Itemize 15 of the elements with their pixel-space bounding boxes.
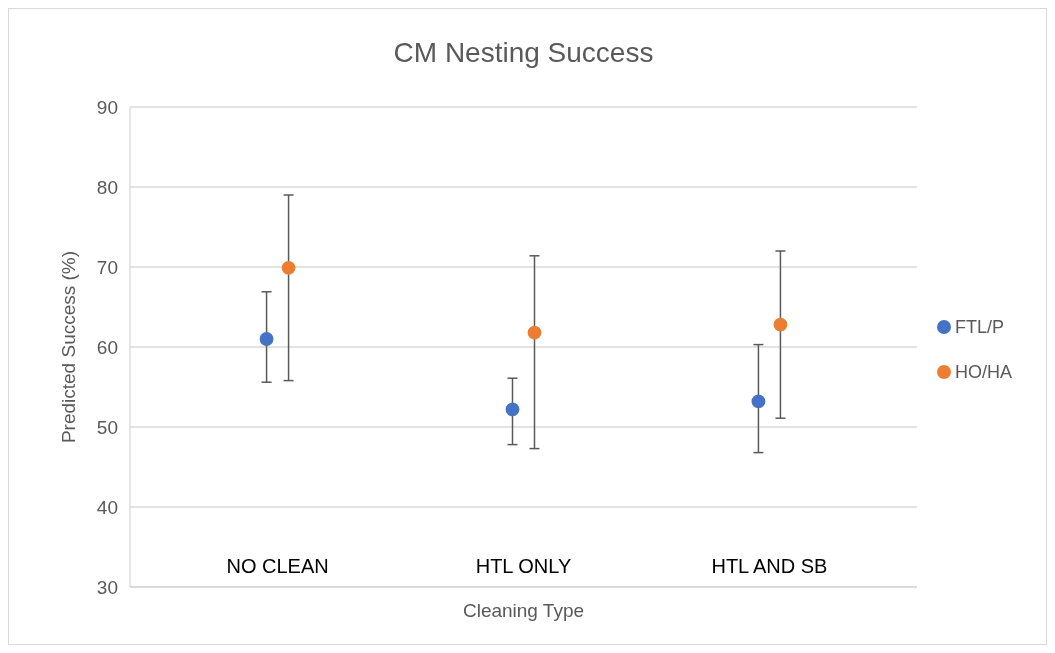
x-axis-title: Cleaning Type: [462, 600, 585, 621]
legend-label: FTL/P: [955, 317, 1005, 338]
y-tick-label: 40: [96, 496, 118, 518]
y-tick-label: 70: [96, 256, 118, 278]
x-tick-label: HTL AND SB: [711, 555, 828, 577]
y-tick-label: 80: [96, 176, 118, 198]
y-tick-label: 60: [96, 336, 118, 358]
y-tick-label: 30: [96, 576, 118, 598]
legend-label: HO/HA: [955, 362, 1013, 383]
y-tick-label: 90: [96, 96, 118, 118]
chart-title: CM Nesting Success: [393, 37, 654, 68]
y-tick-label: 50: [96, 416, 118, 438]
x-tick-label: NO CLEAN: [226, 555, 329, 577]
x-tick-label: HTL ONLY: [475, 555, 572, 577]
y-axis-title: Predicted Success (%): [58, 250, 79, 444]
